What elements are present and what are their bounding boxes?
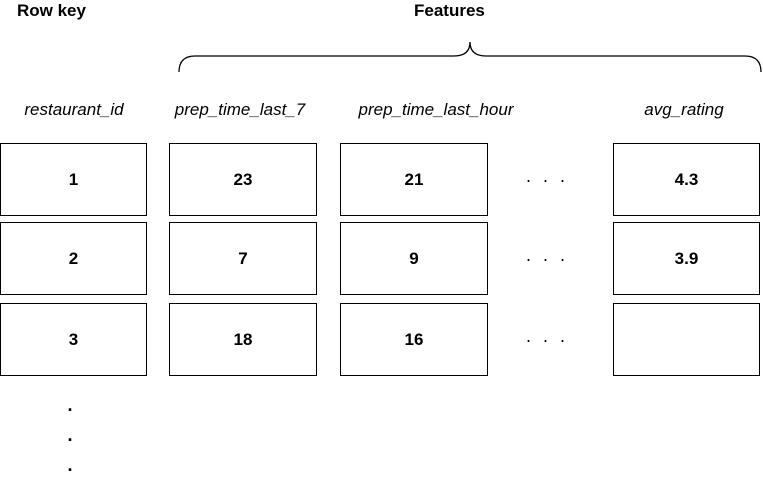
table-cell: 2 (0, 222, 147, 295)
table-cell: 1 (0, 143, 147, 216)
features-heading: Features (414, 1, 485, 20)
table-cell: 21 (340, 143, 488, 216)
row-continuation-dot: . (67, 455, 73, 475)
column-ellipsis: · · · (525, 330, 569, 350)
column-ellipsis: · · · (525, 249, 569, 269)
table-cell: 3 (0, 303, 147, 376)
column-label-avg-rating: avg_rating (644, 100, 724, 119)
table-cell: 18 (169, 303, 317, 376)
table-cell: 9 (340, 222, 488, 295)
column-label-prep-time-last-hour: prep_time_last_hour (358, 100, 514, 119)
table-cell (613, 303, 760, 376)
row-continuation-dot: . (67, 395, 73, 415)
table-cell: 4.3 (613, 143, 760, 216)
column-label-restaurant-id: restaurant_id (24, 100, 124, 119)
table-cell: 16 (340, 303, 488, 376)
table-cell: 7 (169, 222, 317, 295)
table-cell: 23 (169, 143, 317, 216)
column-label-prep-time-last-7: prep_time_last_7 (174, 100, 306, 119)
features-brace-icon (178, 41, 762, 73)
table-cell: 3.9 (613, 222, 760, 295)
row-key-heading: Row key (17, 1, 86, 20)
row-continuation-dot: . (67, 425, 73, 445)
column-ellipsis: · · · (525, 170, 569, 190)
